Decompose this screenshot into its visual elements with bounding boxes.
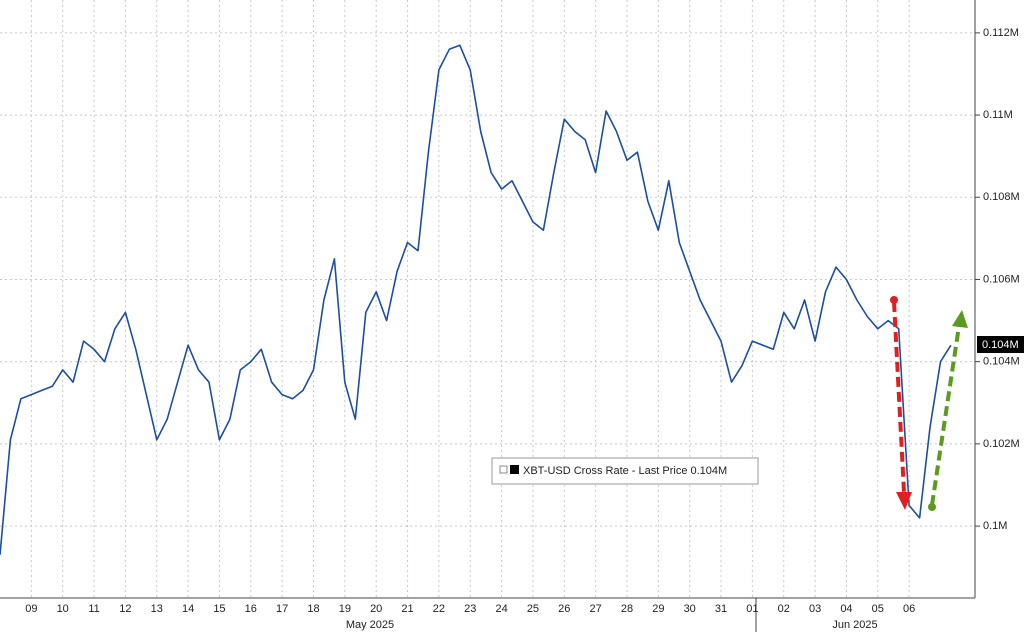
legend-swatch [510,465,519,474]
x-tick-label: 10 [57,603,69,615]
annotation-arrows [890,296,968,511]
down-arrow-head [896,492,912,510]
x-tick-label: 26 [558,603,570,615]
up-arrow-head [952,310,968,328]
x-tick-label: 05 [872,603,884,615]
x-tick-label: 19 [339,603,351,615]
x-tick-label: 14 [182,603,194,615]
y-tick-label: 0.11M [983,109,1013,121]
down-arrow [892,301,906,493]
up-arrow [930,325,961,506]
legend-expander [499,465,508,474]
x-tick-label: 31 [715,603,727,615]
legend-box [491,457,759,485]
x-tick-label: 04 [840,603,852,615]
up-arrow-start [928,503,936,511]
y-tick-label: 0.1M [983,520,1007,532]
x-tick-label: 03 [809,603,821,615]
x-tick-label: 21 [401,603,413,615]
x-tick-label: 25 [527,603,539,615]
x-tick-label: 22 [433,603,445,615]
y-tick-label: 0.112M [983,27,1019,39]
x-tick-label: 09 [25,603,37,615]
y-tick-label: 0.104M [983,356,1020,368]
y-tick-label: 0.106M [983,273,1020,285]
legend-label: XBT-USD Cross Rate - Last Price 0.104M [523,465,727,477]
x-tick-label: 12 [119,603,131,615]
x-tick-label: 24 [495,603,507,615]
x-tick-label: 30 [684,603,696,615]
x-tick-label: 01 [746,603,758,615]
x-tick-label: 23 [464,603,476,615]
x-tick-label: 18 [307,603,319,615]
plot [0,0,975,598]
month-label: May 2025 [346,619,394,631]
x-tick-label: 02 [778,603,790,615]
x-tick-label: 11 [88,603,99,615]
y-tick-label: 0.108M [983,191,1020,203]
last-value-label: 0.104M [982,339,1019,351]
y-tick-label: 0.102M [983,438,1020,450]
x-tick-label: 17 [276,603,288,615]
x-tick-label: 13 [151,603,163,615]
last-value-box [977,336,1024,353]
down-arrow-start [890,296,898,304]
month-label: Jun 2025 [832,619,877,631]
legend: XBT-USD Cross Rate - Last Price 0.104M [491,457,759,485]
x-tick-label: 15 [213,603,225,615]
x-tick-label: 06 [903,603,915,615]
x-tick-label: 20 [370,603,382,615]
x-tick-label: 29 [652,603,664,615]
x-tick-label: 16 [245,603,257,615]
x-tick-label: 27 [590,603,602,615]
x-tick-label: 28 [621,603,633,615]
price-line [0,44,952,555]
